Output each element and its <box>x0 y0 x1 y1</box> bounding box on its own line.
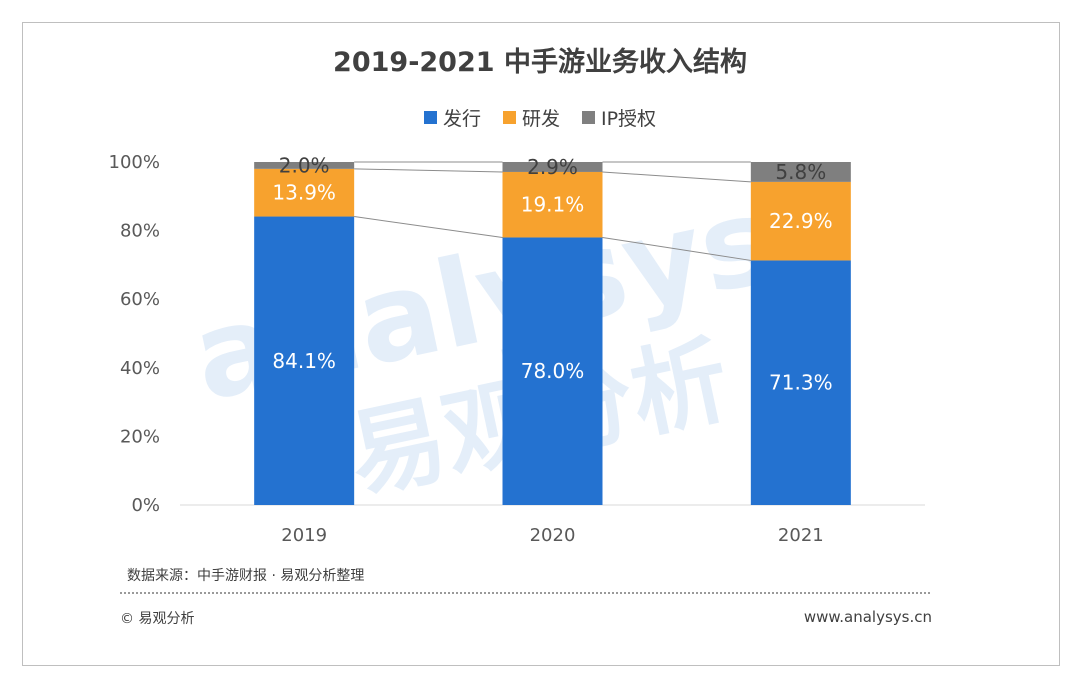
copyright-text: © 易观分析 <box>120 611 195 627</box>
chart-legend: 发行 研发 IP授权 <box>0 104 1080 131</box>
series-connector-line <box>354 168 503 173</box>
bar-segment <box>254 168 355 217</box>
bar-segment <box>750 260 851 505</box>
legend-item-publishing: 发行 <box>423 104 481 131</box>
data-label: 5.8% <box>775 160 826 184</box>
data-label: 2.0% <box>279 153 330 177</box>
footer-divider <box>120 592 930 594</box>
bar-segment <box>750 181 851 261</box>
data-label: 71.3% <box>769 371 833 395</box>
bar-segment <box>254 216 355 506</box>
y-tick-label: 20% <box>120 426 160 447</box>
y-tick-label: 80% <box>120 221 160 242</box>
legend-label-development: 研发 <box>521 108 560 130</box>
data-label: 84.1% <box>272 349 336 373</box>
bar-segment <box>502 237 603 505</box>
series-connector-line <box>602 171 751 183</box>
legend-label-publishing: 发行 <box>442 108 481 130</box>
series-connector-line <box>354 216 503 238</box>
y-tick-label: 60% <box>120 289 160 310</box>
legend-swatch-development <box>502 111 516 124</box>
data-label: 19.1% <box>521 193 585 217</box>
bar-segment <box>502 162 603 172</box>
legend-item-ip-licensing: IP授权 <box>581 104 657 131</box>
y-tick-label: 40% <box>120 358 160 379</box>
bar-segment <box>254 162 355 169</box>
x-tick-label: 2019 <box>281 525 327 546</box>
legend-swatch-ip-licensing <box>581 111 595 124</box>
chart-title: 2019-2021 中手游业务收入结构 <box>333 47 747 78</box>
bar-segment <box>750 162 851 182</box>
legend-item-development: 研发 <box>502 104 560 131</box>
x-tick-label: 2021 <box>778 525 824 546</box>
data-source-note: 数据来源：中手游财报 · 易观分析整理 <box>127 568 365 584</box>
bar-segment <box>502 171 603 238</box>
y-tick-label: 100% <box>109 152 160 173</box>
data-label: 22.9% <box>769 209 833 233</box>
data-label: 2.9% <box>527 155 578 179</box>
legend-swatch-publishing <box>423 111 437 124</box>
website-text: www.analysys.cn <box>803 608 932 626</box>
data-label: 78.0% <box>521 359 585 383</box>
data-label: 13.9% <box>272 181 336 205</box>
x-tick-label: 2020 <box>530 525 576 546</box>
legend-label-ip-licensing: IP授权 <box>600 108 657 130</box>
series-connector-line <box>602 236 751 261</box>
y-tick-label: 0% <box>131 495 160 516</box>
